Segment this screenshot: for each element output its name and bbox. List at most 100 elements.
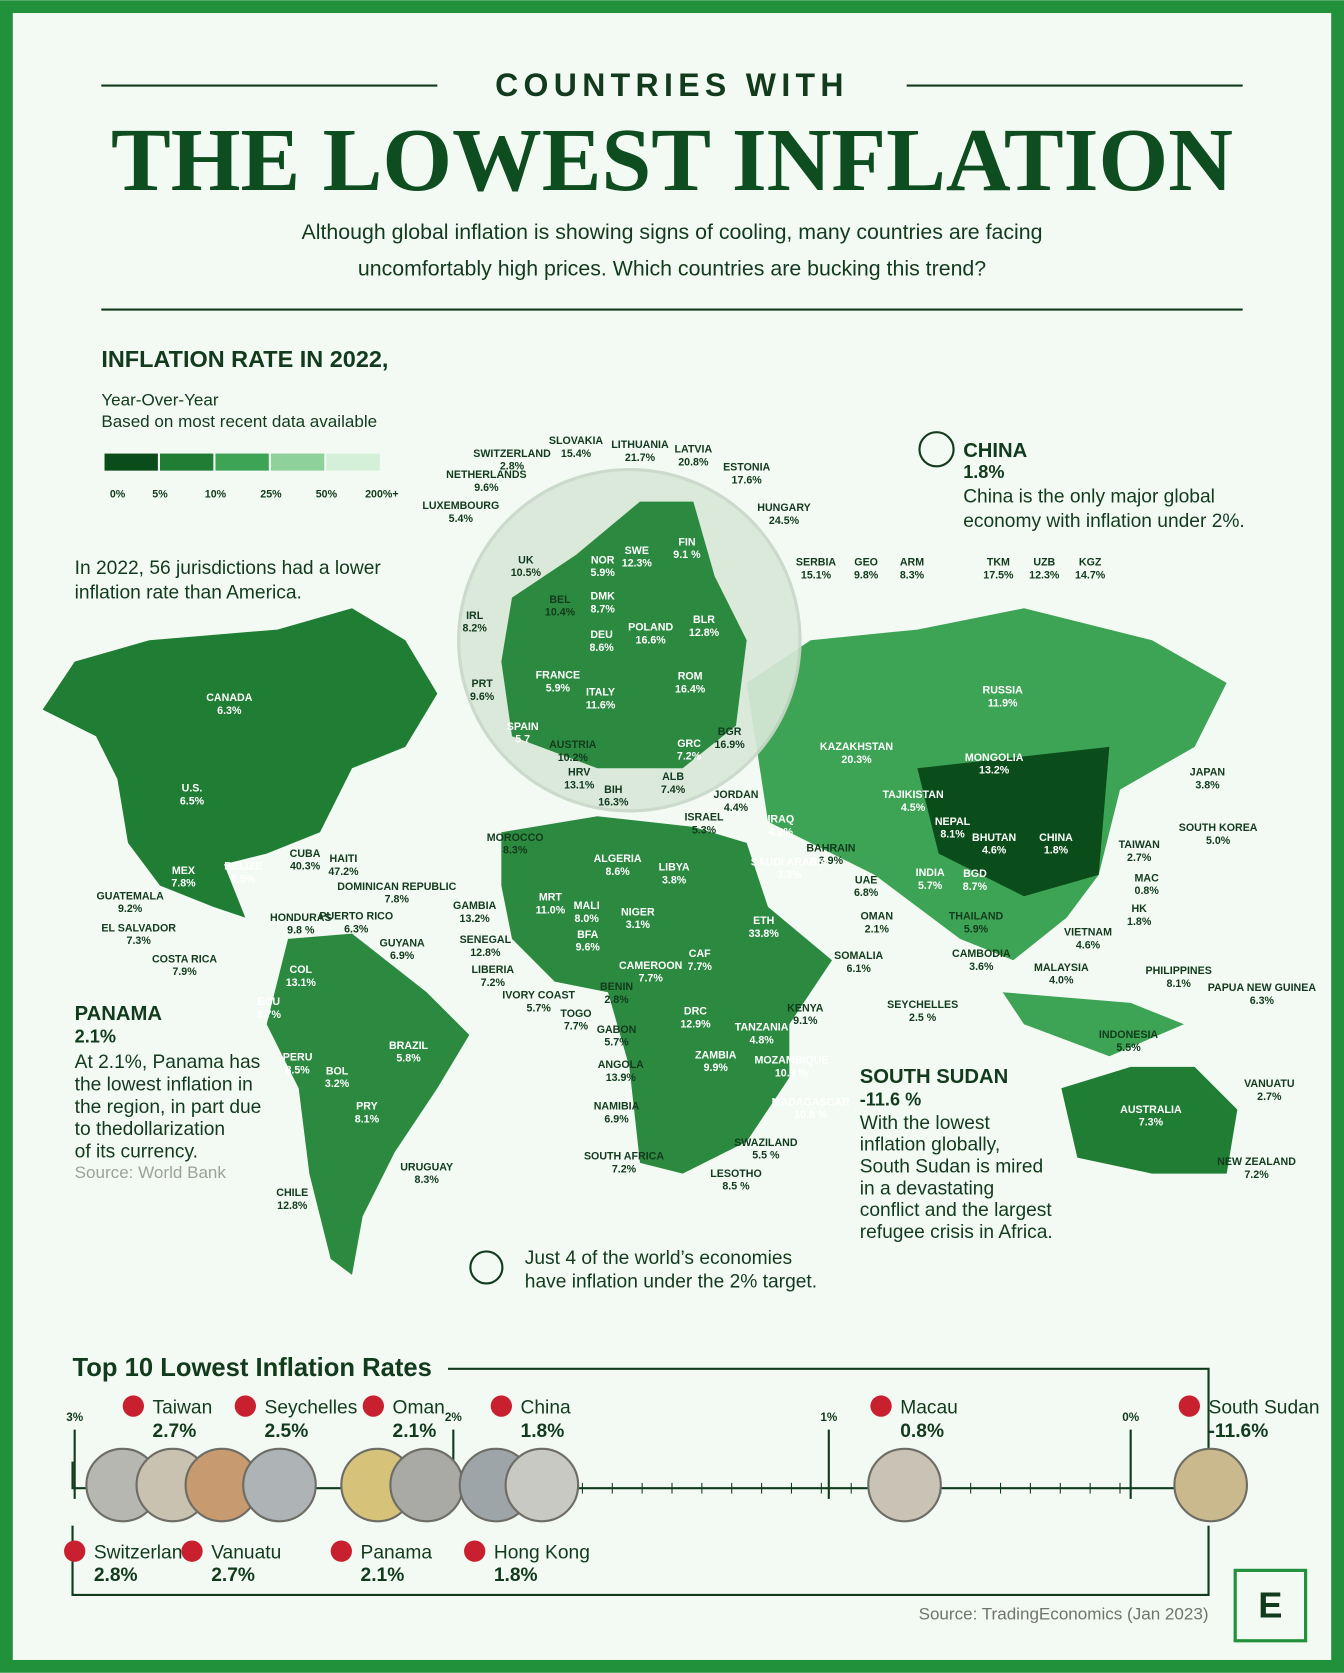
- country-value: 16.4%: [675, 684, 706, 696]
- country-name: BRAZIL: [389, 1040, 429, 1052]
- country-value: 5.5 %: [752, 1150, 780, 1162]
- country-name: SOMALIA: [834, 950, 883, 962]
- country-name: LESOTHO: [710, 1168, 762, 1180]
- country-name: IRAQ: [767, 814, 794, 826]
- country-value: 13.1%: [286, 977, 317, 989]
- logo: E: [1258, 1584, 1282, 1625]
- country-value: 6.1%: [847, 963, 872, 975]
- note: have inflation under the 2% target.: [525, 1272, 817, 1293]
- logo-box: [1233, 1568, 1308, 1643]
- country-value: 24.5%: [769, 515, 800, 527]
- country-name: Seychelles: [265, 1398, 358, 1419]
- country-name: HK: [1131, 903, 1147, 915]
- country-name: BELIZE: [224, 861, 262, 873]
- country-name: URUGUAY: [400, 1161, 453, 1173]
- country-value: 5.8%: [396, 1053, 421, 1065]
- country-value: 4.2%: [769, 826, 794, 838]
- country-value: 7.2%: [677, 751, 702, 763]
- legend-swatch: [326, 453, 380, 471]
- country-name: China: [521, 1398, 571, 1419]
- country-value: 8.7%: [591, 604, 616, 616]
- section-title: Top 10 Lowest Inflation Rates: [73, 1354, 432, 1382]
- callout-value: 2.1%: [75, 1026, 116, 1046]
- country-name: BIH: [604, 784, 622, 796]
- flag: [464, 1540, 486, 1562]
- country-value: 5.7%: [604, 1037, 629, 1049]
- country-name: BAHRAIN: [806, 842, 855, 854]
- country-name: BEL: [549, 594, 571, 606]
- country-value: 3.8%: [662, 874, 687, 886]
- callout-text: refugee crisis in Africa.: [860, 1222, 1053, 1243]
- country-name: LITHUANIA: [611, 439, 669, 451]
- country-name: PERU: [283, 1052, 313, 1064]
- country-value: 15.4%: [561, 448, 592, 460]
- country-name: SPAIN: [507, 721, 539, 733]
- country-value: 2.7%: [211, 1565, 255, 1586]
- country-name: TOGO: [560, 1008, 591, 1020]
- country-name: RUSSIA: [983, 685, 1024, 697]
- country-name: INDONESIA: [1099, 1029, 1159, 1041]
- country-value: 11.9%: [988, 697, 1018, 709]
- country-name: DMK: [591, 591, 616, 603]
- country-name: VANUATU: [1244, 1078, 1295, 1090]
- callout-text: conflict and the largest: [860, 1200, 1053, 1221]
- country-value: 7.2%: [1244, 1169, 1269, 1181]
- country-value: 0.8%: [1135, 885, 1160, 897]
- country-name: PUERTO RICO: [319, 911, 393, 923]
- country-value: 9.1 %: [673, 549, 701, 561]
- country-name: AUSTRALIA: [1120, 1104, 1182, 1116]
- country-name: NOR: [591, 554, 615, 566]
- country-value: 7.7%: [688, 961, 713, 973]
- country-value: 2.8%: [604, 994, 629, 1006]
- country-name: South Sudan: [1209, 1398, 1320, 1419]
- callout-text: the lowest inflation in: [75, 1074, 253, 1095]
- country-name: GAMBIA: [453, 900, 497, 912]
- callout-text: inflation globally,: [860, 1135, 1000, 1156]
- country-value: 5.5%: [1116, 1042, 1141, 1054]
- country-name: HRV: [568, 767, 591, 779]
- country-value: 9.6%: [576, 942, 601, 954]
- country-value: 8.3%: [503, 845, 528, 857]
- country-value: 13.9%: [606, 1072, 637, 1084]
- country-name: OMAN: [861, 911, 894, 923]
- country-value: 6.5%: [231, 873, 256, 885]
- country-value: 3.6%: [969, 961, 994, 973]
- flag: [181, 1540, 203, 1562]
- country-name: IVORY COAST: [502, 990, 575, 1002]
- country-name: CANADA: [206, 692, 252, 704]
- country-value: 8.7%: [963, 881, 988, 893]
- country-value: 16.3%: [598, 797, 629, 809]
- country-name: ALB: [662, 771, 684, 783]
- country-name: THAILAND: [949, 911, 1004, 923]
- country-name: Macau: [900, 1398, 958, 1419]
- country-value: 6.8%: [854, 887, 879, 899]
- legend-subtitle: Year-Over-Year: [101, 391, 219, 410]
- country-name: DEU: [590, 629, 613, 641]
- country-name: LUXEMBOURG: [422, 500, 499, 512]
- country-value: 8.6%: [605, 866, 630, 878]
- legend-label: 25%: [260, 488, 282, 500]
- country-value: 3.9%: [819, 855, 844, 867]
- country-name: MALI: [574, 900, 600, 912]
- country-value: 1.8%: [521, 1421, 565, 1442]
- country-value: 3.7%: [257, 1009, 282, 1021]
- callout-source: Source: World Bank: [75, 1163, 227, 1182]
- country-value: 6.3%: [344, 924, 369, 936]
- country-name: BHUTAN: [972, 832, 1016, 844]
- country-name: MADAGASCAR: [772, 1096, 850, 1108]
- country-value: 10.4%: [545, 607, 576, 619]
- country-value: 2.7%: [153, 1421, 197, 1442]
- country-value: 3.3%: [777, 869, 802, 881]
- flag: [234, 1395, 256, 1417]
- country-name: POLAND: [628, 622, 673, 634]
- country-name: CAMEROON: [619, 960, 682, 972]
- country-name: FIN: [678, 536, 695, 548]
- country-name: BGD: [963, 868, 987, 880]
- country-name: MOROCCO: [487, 832, 544, 844]
- country-name: LATVIA: [674, 444, 712, 456]
- country-value: 10.9 %: [775, 1068, 809, 1080]
- note: Just 4 of the world’s economies: [525, 1248, 792, 1269]
- country-value: 8.6%: [589, 642, 614, 654]
- country-value: 12.3%: [622, 558, 653, 570]
- callout-value: 1.8%: [963, 462, 1004, 482]
